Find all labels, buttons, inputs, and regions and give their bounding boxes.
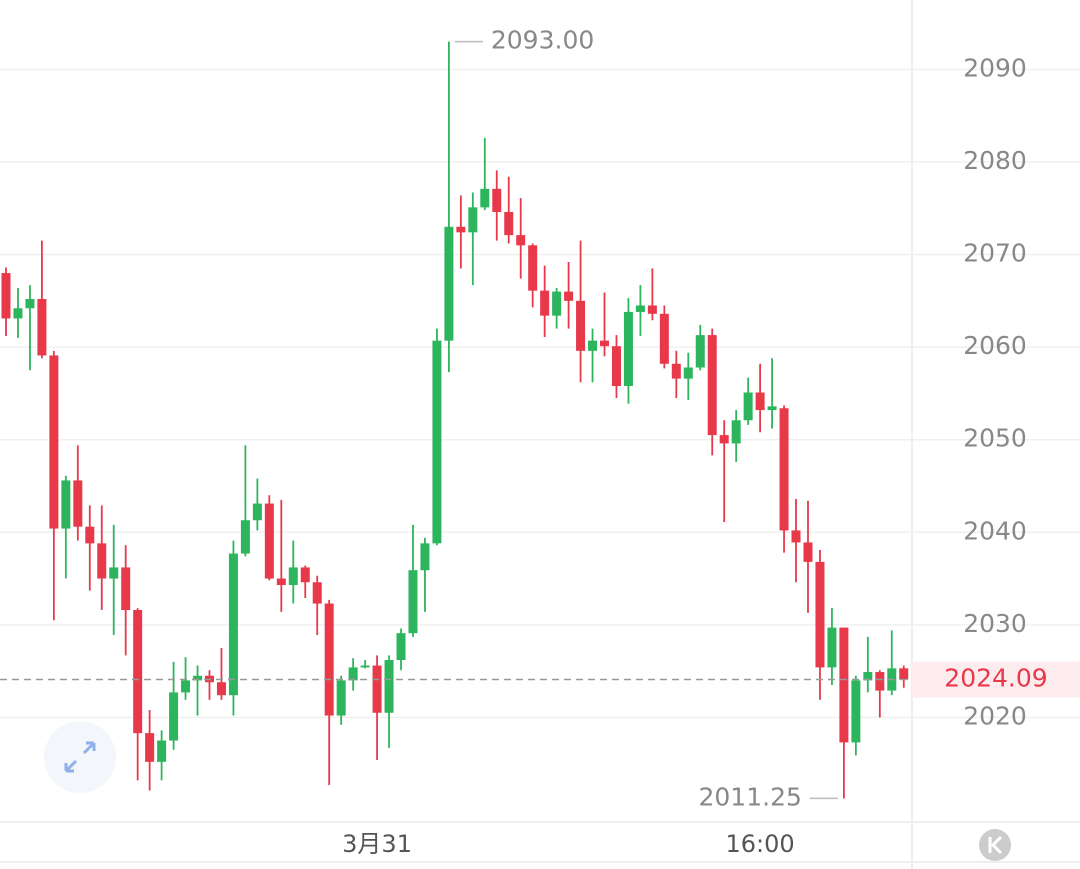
candle-body [707,335,717,436]
candle-body [815,561,825,668]
candle-body [516,235,526,246]
candle-body [791,530,801,543]
candle-body [839,627,849,743]
candle-body [671,363,681,379]
y-tick-label: 2050 [963,424,1027,453]
candle-body [25,298,35,309]
candle-body [695,335,705,368]
candle-body [875,672,885,691]
candle-body [576,300,586,351]
low-label: 2011.25 [699,782,802,811]
candle-body [432,340,442,544]
candle-body [300,567,310,583]
candle-body [623,311,633,387]
candle-body [588,340,598,351]
candle-body [264,503,274,579]
candle-body [683,367,693,379]
candle-body [851,680,861,743]
candle-body [336,680,346,716]
candle-body [444,226,454,341]
candle-body [564,291,574,301]
y-tick-label: 2080 [963,146,1027,175]
candle-body [600,340,609,347]
candle-body [492,188,502,212]
candle-body [312,582,322,604]
candle-body [49,355,59,529]
candle-body [145,733,155,762]
y-tick-label: 2090 [963,53,1027,82]
candle-body [420,543,430,571]
last-price-label: 2024.09 [944,664,1047,693]
candle-body [181,680,191,693]
candle-body [779,408,789,531]
candle-body [97,543,107,579]
candle-body [827,627,837,668]
candle-body [348,667,358,681]
candle-body [169,692,179,741]
candle-body [240,520,250,554]
y-tick-label: 2020 [963,701,1027,730]
candle-body [324,603,334,716]
candle-body [360,665,370,668]
candle-body [659,313,669,364]
candle-body [121,567,131,611]
candle-body [396,633,406,661]
candle-body [743,392,753,421]
candle-body [228,553,238,696]
candle-body [863,672,873,681]
candle-body [1,273,11,319]
candle-body [276,578,286,586]
candle-body [157,740,167,762]
candle-body [133,610,143,734]
candle-body [731,420,741,444]
candle-body [252,503,262,521]
candle-body [456,226,466,233]
x-tick-label: 3月31 [342,830,412,858]
candle-body [408,570,418,634]
y-tick-label: 2070 [963,239,1027,268]
candle-body [540,290,550,316]
candle-body [13,308,23,319]
candle-body [504,211,514,236]
candle-body [85,526,95,544]
candle-body [647,305,657,314]
high-label: 2093.00 [491,26,594,55]
candle-body [755,392,765,411]
candle-body [611,346,621,387]
candle-body [480,188,490,208]
expand-button[interactable] [44,721,116,793]
candle-body [719,435,729,444]
candle-body [193,675,203,681]
candle-body [61,480,71,529]
candle-body [528,245,538,291]
candle-body [384,660,394,713]
expand-icon [64,741,96,773]
candle-body [288,567,298,586]
candle-body [216,682,226,696]
y-tick-label: 2030 [963,609,1027,638]
y-tick-label: 2040 [963,516,1027,545]
candle-body [635,305,645,312]
candle-body [372,665,382,713]
candle-body [552,291,562,316]
candle-body [73,480,83,527]
candle-body [468,207,478,233]
candle-body [109,567,119,579]
candle-body [899,668,909,680]
x-tick-label: 16:00 [726,830,795,858]
last-price-box [912,661,1080,698]
y-tick-label: 2060 [963,331,1027,360]
candle-body [767,406,777,411]
candle-body [803,542,813,562]
k-icon [988,835,1003,855]
candle-body [37,298,47,356]
